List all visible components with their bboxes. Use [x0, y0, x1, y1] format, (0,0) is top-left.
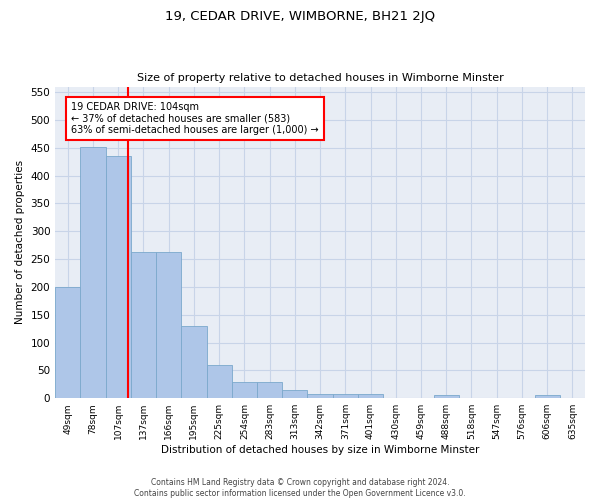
Text: Contains HM Land Registry data © Crown copyright and database right 2024.
Contai: Contains HM Land Registry data © Crown c… — [134, 478, 466, 498]
Bar — [332, 394, 358, 398]
Bar — [206, 365, 232, 398]
Text: 19, CEDAR DRIVE, WIMBORNE, BH21 2JQ: 19, CEDAR DRIVE, WIMBORNE, BH21 2JQ — [165, 10, 435, 23]
Bar — [131, 252, 156, 398]
Bar — [55, 288, 80, 398]
Bar — [282, 390, 307, 398]
Title: Size of property relative to detached houses in Wimborne Minster: Size of property relative to detached ho… — [137, 73, 503, 83]
X-axis label: Distribution of detached houses by size in Wimborne Minster: Distribution of detached houses by size … — [161, 445, 479, 455]
Bar — [80, 146, 106, 398]
Bar — [257, 382, 282, 398]
Text: 19 CEDAR DRIVE: 104sqm
← 37% of detached houses are smaller (583)
63% of semi-de: 19 CEDAR DRIVE: 104sqm ← 37% of detached… — [71, 102, 319, 136]
Bar — [181, 326, 206, 398]
Bar — [434, 395, 459, 398]
Bar — [232, 382, 257, 398]
Bar — [358, 394, 383, 398]
Bar — [156, 252, 181, 398]
Bar — [307, 394, 332, 398]
Bar — [106, 156, 131, 398]
Bar — [535, 395, 560, 398]
Y-axis label: Number of detached properties: Number of detached properties — [15, 160, 25, 324]
